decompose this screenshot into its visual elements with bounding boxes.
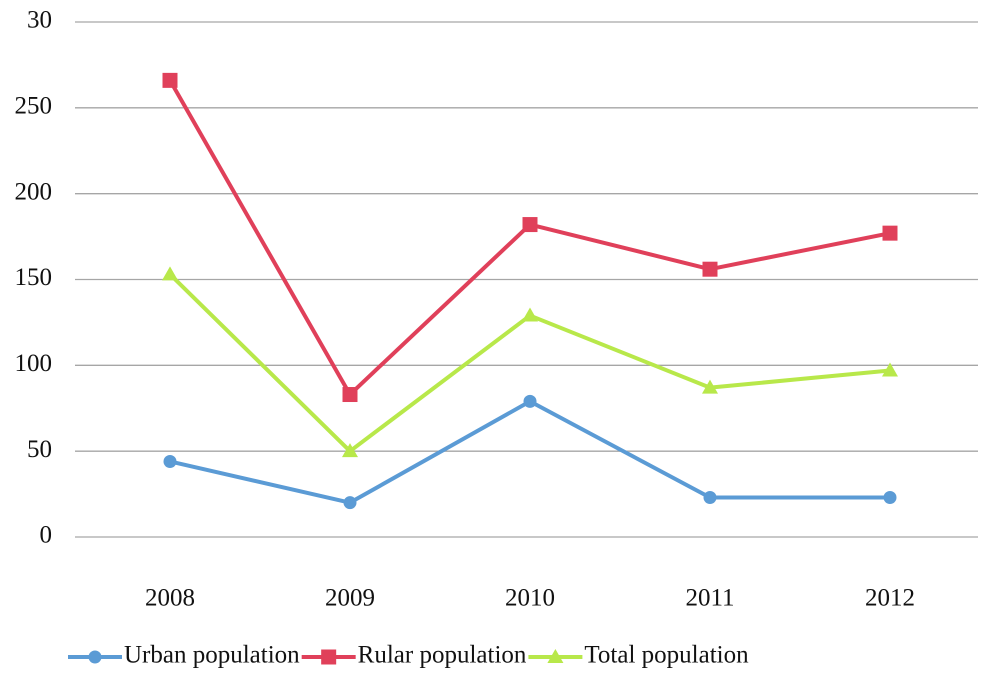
- y-tick-label: 250: [15, 93, 53, 120]
- x-tick-label: 2012: [865, 585, 915, 612]
- marker: [702, 261, 718, 277]
- marker: [882, 362, 898, 377]
- marker: [702, 379, 718, 394]
- marker: [162, 266, 178, 281]
- x-tick-label: 2008: [145, 585, 195, 612]
- series-line: [168, 272, 891, 454]
- marker: [703, 491, 717, 505]
- marker: [882, 225, 898, 241]
- x-tick-label: 2009: [325, 585, 375, 612]
- marker: [342, 443, 358, 458]
- marker: [321, 649, 337, 665]
- series-line: [169, 399, 890, 505]
- y-tick-label: 50: [27, 436, 52, 463]
- marker: [88, 650, 102, 664]
- marker: [883, 491, 897, 505]
- marker: [163, 454, 177, 468]
- marker: [343, 496, 357, 510]
- x-tick-label: 2011: [685, 585, 734, 612]
- x-tick-label: 2010: [505, 585, 555, 612]
- marker: [547, 649, 564, 663]
- marker: [342, 387, 358, 403]
- marker: [523, 394, 537, 408]
- legend-label: Rular population: [358, 642, 527, 669]
- marker: [522, 217, 538, 233]
- y-tick-label: 100: [15, 350, 53, 377]
- y-tick-label: 0: [40, 522, 53, 549]
- series-line: [168, 79, 891, 397]
- legend-label: Total population: [584, 642, 749, 669]
- y-tick-label: 200: [15, 178, 53, 205]
- marker: [522, 307, 538, 322]
- y-tick-label: 30: [27, 7, 52, 34]
- legend-label: Urban population: [124, 642, 300, 669]
- y-tick-label: 150: [15, 264, 53, 291]
- marker: [162, 72, 178, 88]
